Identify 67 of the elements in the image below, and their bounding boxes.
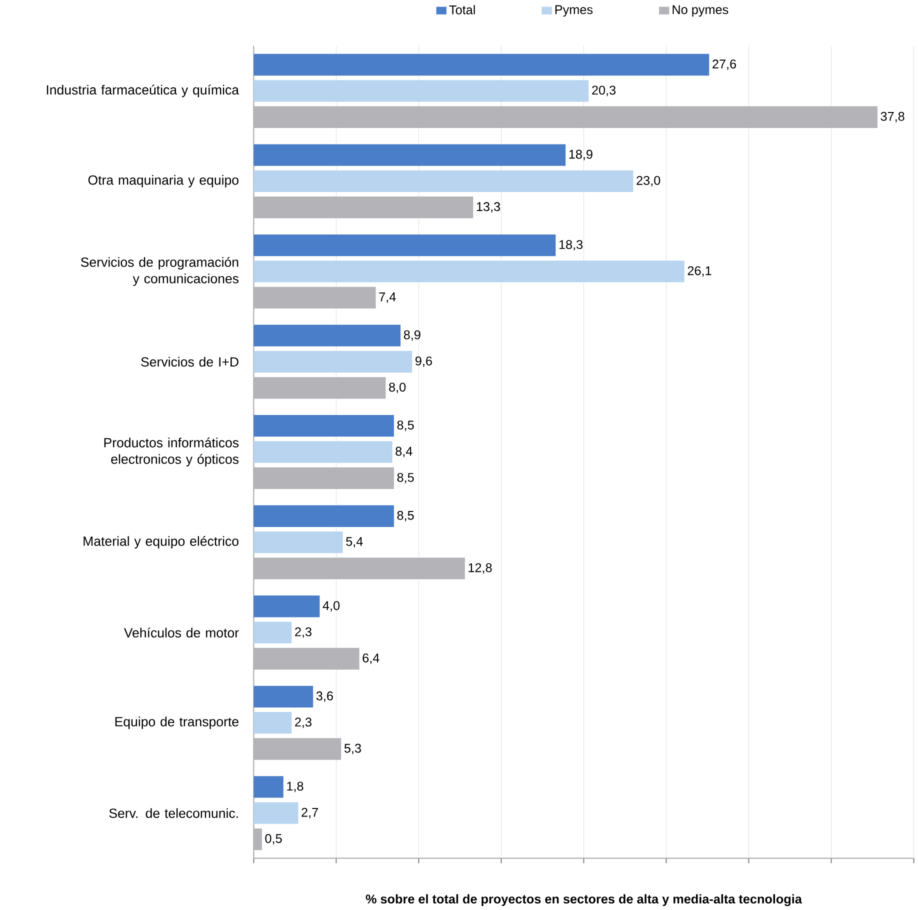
bar <box>254 648 360 670</box>
y-tick-label: Equipo de transporte <box>115 716 238 729</box>
data-label: 20,3 <box>592 86 616 96</box>
bar <box>254 260 684 282</box>
y-tick-label: Servicios de I+D <box>141 356 238 366</box>
data-label: 18,9 <box>569 150 592 160</box>
bar <box>254 80 589 102</box>
bar <box>254 441 392 463</box>
bar <box>254 144 566 166</box>
data-label: 9,6 <box>415 356 432 367</box>
data-label: 8,5 <box>397 420 414 431</box>
bar <box>254 234 556 256</box>
y-tick-label: Material y equipo eléctrico <box>84 536 238 548</box>
data-label: 1,8 <box>287 782 304 792</box>
y-tick-label: Productos informáticos electronicos y ópticos <box>104 437 239 466</box>
data-label: 2,7 <box>302 808 318 818</box>
legend-label: Total <box>449 4 475 14</box>
data-label: 8,4 <box>396 446 412 458</box>
data-label: 5,3 <box>344 744 361 754</box>
data-label: 8,5 <box>397 510 414 522</box>
bar <box>254 776 284 798</box>
data-label: 0,5 <box>265 834 282 844</box>
bar <box>254 196 474 218</box>
bar <box>254 414 394 437</box>
data-label: 23,0 <box>636 176 660 186</box>
y-tick-label: Serv. de telecomunic. <box>109 808 238 818</box>
bar <box>254 286 376 308</box>
y-tick-label: Industria farmaceútica y química <box>46 84 240 98</box>
data-label: 6,4 <box>362 653 380 664</box>
bar <box>254 557 465 580</box>
data-label: 7,4 <box>379 292 396 303</box>
data-label: 2,3 <box>295 627 312 638</box>
legend-label: Pymes <box>555 5 593 16</box>
y-tick-label: Vehículos de motor <box>124 627 239 638</box>
legend-label: No pymes <box>672 5 728 16</box>
y-tick-label: Servicios de programación y comunicaciones <box>80 256 239 286</box>
data-label: 4,0 <box>322 601 340 612</box>
x-axis-title: % sobre el total de proyectos en sectores de alta y media-alta tecnologia <box>366 894 802 906</box>
bar <box>254 595 320 618</box>
bar <box>254 350 412 372</box>
data-label: 8,9 <box>404 330 420 341</box>
bar <box>254 324 401 346</box>
data-label: 2,3 <box>295 717 312 728</box>
bar <box>254 376 386 399</box>
y-tick-label: Otra maquinaria y equipo <box>88 174 238 188</box>
bar <box>254 622 292 644</box>
bar <box>254 738 342 760</box>
bar <box>254 712 292 734</box>
data-label: 13,3 <box>476 202 500 212</box>
bar <box>254 54 710 76</box>
bar <box>254 170 634 192</box>
data-label: 27,6 <box>712 59 736 70</box>
data-label: 3,6 <box>316 691 333 702</box>
data-label: 5,4 <box>346 536 363 548</box>
data-label: 37,8 <box>880 112 904 122</box>
data-label: 8,5 <box>397 472 414 484</box>
bar <box>254 467 394 489</box>
bar <box>254 531 343 553</box>
bar <box>254 505 394 527</box>
bar <box>254 106 878 128</box>
bar <box>254 828 262 850</box>
data-label: 26,1 <box>688 266 712 277</box>
data-label: 8,0 <box>389 382 406 394</box>
data-label: 18,3 <box>559 240 583 250</box>
bar <box>254 686 314 708</box>
data-label: 12,8 <box>468 563 492 574</box>
bar <box>254 802 298 824</box>
